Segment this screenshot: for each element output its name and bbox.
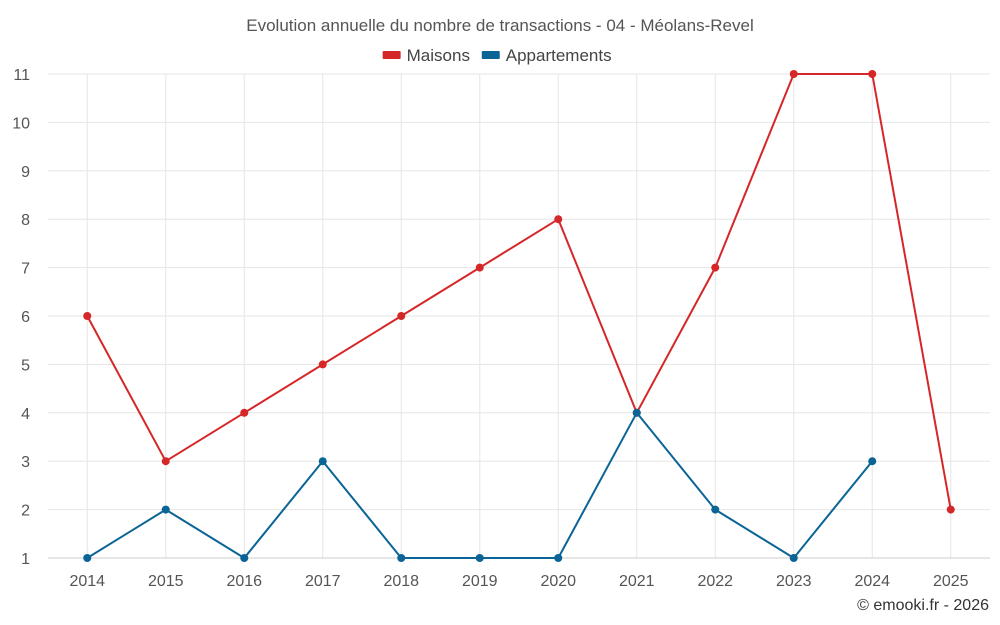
data-point-appartements[interactable]	[397, 554, 406, 562]
legend-label: Maisons	[407, 46, 470, 65]
data-point-appartements[interactable]	[711, 505, 720, 514]
data-point-maisons[interactable]	[946, 505, 955, 514]
legend-swatch	[382, 51, 401, 59]
data-point-appartements[interactable]	[83, 554, 92, 562]
x-tick-label: 2017	[305, 573, 341, 590]
x-tick-label: 2014	[69, 573, 105, 590]
y-tick-label: 1	[21, 551, 30, 568]
chart-title: Evolution annuelle du nombre de transact…	[246, 16, 753, 35]
legend-swatch	[481, 51, 500, 59]
x-tick-label: 2019	[462, 573, 498, 590]
x-axis-ticks: 2014 2015 2016 2017 2018 2019 2020 2021 2022 2023…	[69, 573, 968, 590]
x-tick-label: 2015	[148, 573, 184, 590]
data-point-appartements[interactable]	[868, 457, 877, 466]
legend[interactable]: Maisons Appartements	[382, 46, 612, 65]
x-tick-label: 2022	[697, 573, 733, 590]
y-tick-label: 8	[21, 212, 30, 229]
data-point-appartements[interactable]	[161, 505, 170, 514]
x-tick-label: 2024	[854, 573, 890, 590]
data-point-maisons[interactable]	[868, 70, 877, 78]
data-point-maisons[interactable]	[161, 457, 170, 466]
data-point-maisons[interactable]	[240, 408, 249, 417]
y-tick-label: 7	[21, 261, 30, 278]
data-point-appartements[interactable]	[554, 554, 563, 562]
legend-item-maisons[interactable]: Maisons	[382, 46, 470, 65]
data-point-appartements[interactable]	[318, 457, 327, 466]
grid	[48, 73, 990, 559]
y-tick-label: 6	[21, 309, 30, 326]
data-point-maisons[interactable]	[318, 360, 327, 369]
data-point-maisons[interactable]	[397, 312, 406, 320]
y-tick-label: 5	[21, 357, 30, 374]
legend-label: Appartements	[506, 46, 612, 65]
data-point-appartements[interactable]	[240, 554, 249, 562]
data-point-maisons[interactable]	[83, 312, 92, 320]
data-point-maisons[interactable]	[789, 70, 798, 78]
data-point-appartements[interactable]	[789, 554, 798, 562]
credit-text: © emooki.fr - 2026	[857, 597, 989, 614]
y-tick-label: 2	[21, 503, 30, 520]
series-layer	[83, 70, 955, 562]
x-tick-label: 2023	[776, 573, 812, 590]
data-point-appartements[interactable]	[632, 408, 641, 417]
y-tick-label: 4	[21, 406, 30, 423]
y-tick-label: 3	[21, 454, 30, 471]
x-tick-label: 2020	[540, 573, 576, 590]
data-point-appartements[interactable]	[475, 554, 484, 562]
legend-item-appartements[interactable]: Appartements	[481, 46, 612, 65]
data-point-maisons[interactable]	[711, 263, 720, 272]
y-axis-ticks: 1 2 3 4 5 6 7 8 9 10 11	[12, 67, 30, 568]
series-line-maisons	[86, 73, 952, 510]
y-tick-label: 10	[12, 115, 30, 132]
x-tick-label: 2021	[619, 573, 655, 590]
data-point-maisons[interactable]	[475, 263, 484, 272]
series-appartements	[83, 408, 877, 562]
y-tick-label: 9	[21, 164, 30, 181]
y-tick-label: 11	[13, 67, 30, 84]
data-point-maisons[interactable]	[554, 215, 563, 224]
series-maisons	[83, 70, 955, 514]
x-tick-label: 2016	[226, 573, 262, 590]
x-tick-label: 2025	[933, 573, 969, 590]
x-tick-label: 2018	[383, 573, 419, 590]
